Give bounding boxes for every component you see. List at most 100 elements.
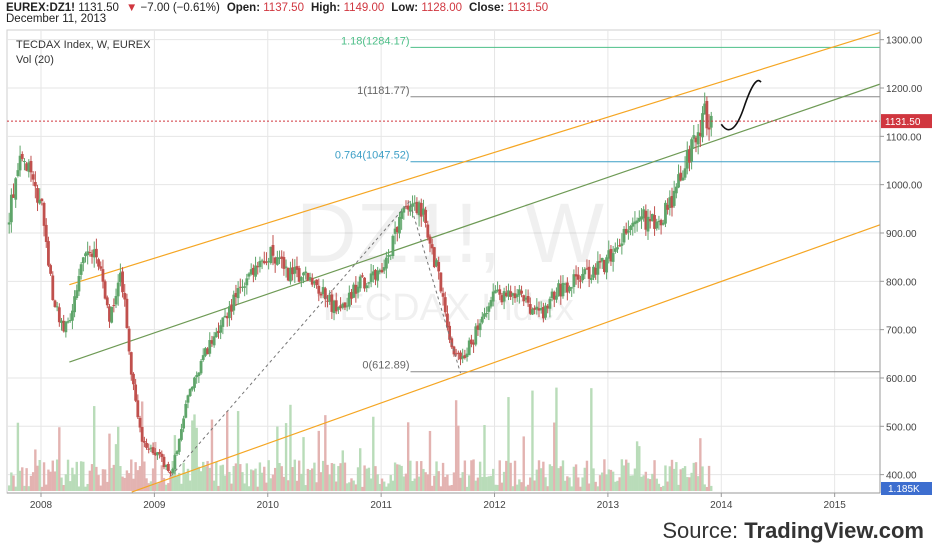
candle-body (535, 306, 539, 310)
volume-bar (452, 472, 456, 491)
volume-bar (568, 477, 571, 491)
volume-bar (215, 461, 218, 491)
candle-body (570, 287, 574, 289)
volume-bar (422, 468, 425, 491)
fib-label: 1(1181.77) (357, 85, 409, 97)
volume-bar (267, 460, 270, 491)
volume-bar (596, 486, 600, 491)
channel-middle-line (69, 83, 881, 363)
volume-bar (75, 461, 78, 491)
candle-body (12, 194, 15, 198)
candle-body (507, 290, 510, 297)
volume-bar (64, 474, 68, 491)
volume-bar (692, 462, 696, 491)
volume-bar (184, 473, 187, 491)
volume-bar (577, 477, 580, 491)
x-tick-label: 2015 (824, 500, 847, 511)
volume-bar (51, 460, 54, 491)
volume-bar (186, 468, 190, 491)
volume-bar (520, 482, 523, 491)
low-value: 1128.00 (421, 2, 463, 14)
volume-bar (321, 460, 325, 491)
candle-body (184, 403, 188, 418)
volume-bar (511, 486, 515, 491)
candle-body (121, 271, 124, 293)
candle-body (557, 283, 561, 296)
candle-body (217, 330, 220, 334)
candle-body (426, 224, 430, 238)
channel-lower-line (131, 224, 881, 493)
volume-bar (638, 446, 641, 491)
volume-bar (670, 459, 674, 491)
candle-body (511, 293, 515, 296)
candle-body (9, 194, 13, 223)
candle-body (607, 250, 611, 259)
volume-bar (398, 464, 401, 491)
x-tick-label: 2014 (710, 500, 733, 511)
volume-bar (605, 474, 608, 491)
candle-body (664, 202, 667, 224)
volume-bar (297, 460, 301, 491)
high-value: 1149.00 (343, 2, 385, 14)
volume-bar (160, 465, 164, 491)
candle-body (572, 274, 576, 287)
candles (7, 92, 713, 477)
candle-body (430, 244, 434, 249)
candle-body (541, 307, 545, 319)
volume-bar (614, 481, 617, 491)
volume-bar (546, 486, 549, 491)
volume-bar (376, 474, 379, 491)
volume-bar (633, 468, 637, 491)
candle-body (574, 274, 578, 277)
volume-bar (40, 486, 44, 491)
volume-bar (162, 477, 166, 491)
volume-bar (330, 463, 334, 491)
volume-bar (101, 469, 105, 491)
candle-body (694, 137, 698, 143)
volume-bar (494, 484, 497, 491)
candle-body (171, 469, 175, 473)
volume-bar (119, 466, 122, 491)
candle-body (71, 310, 74, 321)
candle-body (517, 289, 521, 296)
volume-bar (439, 486, 443, 491)
y-tick-label: 1000.00 (886, 181, 923, 192)
candle-body (323, 288, 327, 300)
volume-bar (341, 450, 344, 491)
volume-bar (335, 481, 338, 491)
volume-bar (662, 485, 665, 491)
last-price: 1131.50 (78, 2, 119, 14)
candle-body (659, 220, 663, 226)
volume-bar (93, 406, 96, 491)
volume-bar (387, 483, 390, 491)
volume-bar (234, 463, 238, 491)
volume-bar (677, 484, 680, 491)
candle-body (84, 253, 87, 257)
candle-body (650, 213, 654, 222)
volume-bar (705, 486, 709, 491)
candle-body (49, 265, 53, 274)
volume-bar (681, 468, 685, 491)
volume-bar (132, 478, 135, 491)
candle-body (709, 115, 713, 128)
candle-body (18, 155, 22, 171)
y-tick-label: 900.00 (886, 229, 917, 240)
volume-bar (145, 478, 148, 491)
candle-body (526, 296, 530, 303)
volume-bar (31, 472, 35, 491)
candle-body (437, 262, 441, 272)
volume-bar (648, 479, 652, 491)
volume-bar (411, 480, 414, 491)
candle-body (175, 451, 179, 455)
candle-body (555, 295, 558, 300)
candle-body (400, 211, 404, 219)
candle-body (173, 455, 177, 470)
volume-bar (468, 475, 471, 491)
volume-bar (361, 486, 364, 491)
candle-body (672, 190, 676, 206)
candle-body (487, 306, 491, 312)
high-label: High: (310, 2, 341, 14)
volume-bar (269, 478, 273, 491)
volume-bar (191, 420, 194, 491)
